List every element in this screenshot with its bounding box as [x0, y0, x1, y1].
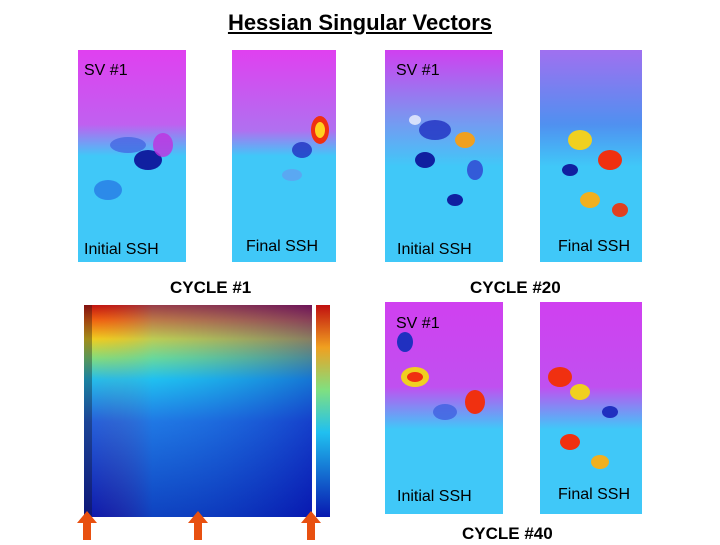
cycle1-initial-map: [78, 50, 186, 262]
initial-ssh-label: Initial SSH: [397, 488, 472, 505]
sv-label: SV #1: [84, 62, 128, 79]
cycle-caption: CYCLE #40: [462, 524, 553, 543]
final-ssh-label: Final SSH: [558, 486, 631, 503]
cycle-caption: CYCLE #1: [170, 278, 252, 297]
page-title: Hessian Singular Vectors: [227, 10, 493, 35]
cycle20-final-map: [540, 50, 642, 262]
eigenvalue-heatmap: [84, 305, 344, 517]
cycle40-initial-map: [385, 302, 503, 514]
up-arrow-icon: [301, 511, 321, 545]
cycle-caption: CYCLE #20: [470, 278, 561, 297]
cycle40-final-map: [540, 302, 642, 514]
cycle1-final-map: [232, 50, 336, 262]
initial-ssh-label: Initial SSH: [397, 241, 472, 258]
sv-label: SV #1: [396, 62, 440, 79]
sv-label: SV #1: [396, 315, 440, 332]
final-ssh-label: Final SSH: [246, 238, 319, 255]
initial-ssh-label: Initial SSH: [84, 241, 159, 258]
up-arrow-icon: [77, 511, 97, 545]
final-ssh-label: Final SSH: [558, 238, 631, 255]
cycle20-initial-map: [385, 50, 503, 262]
up-arrow-icon: [188, 511, 208, 545]
